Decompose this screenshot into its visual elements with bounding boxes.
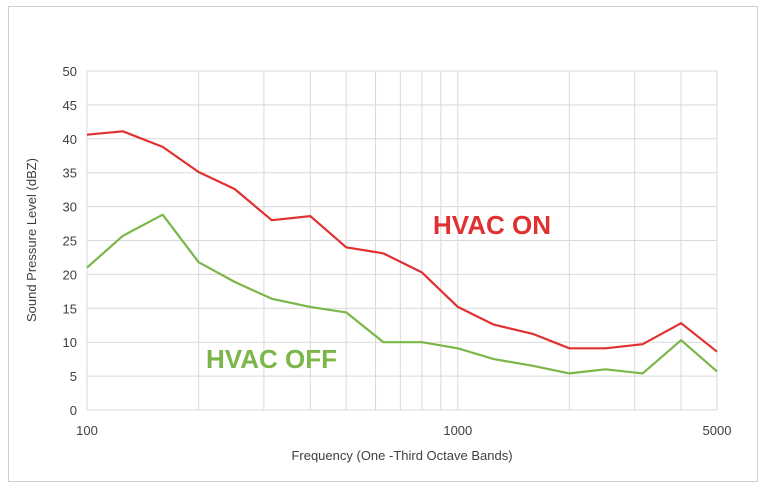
chart-frame [8,6,758,482]
x-tick-label: 5000 [703,423,732,438]
y-tick-label: 40 [63,132,77,147]
y-tick-label: 0 [70,403,77,418]
y-tick-label: 25 [63,234,77,249]
series-line-hvac-on [86,130,718,353]
y-axis-ticks: 0 5 10 15 20 25 30 35 40 45 50 [63,64,77,418]
series-label-hvac-on: HVAC ON [433,210,551,240]
y-tick-label: 10 [63,335,77,350]
x-tick-label: 100 [76,423,98,438]
y-tick-label: 5 [70,369,77,384]
grid-lines [86,70,718,411]
series-line-hvac-off [86,213,718,375]
x-axis-title: Frequency (One -Third Octave Bands) [291,448,512,463]
y-tick-label: 20 [63,267,77,282]
x-tick-label: 1000 [443,423,472,438]
x-axis-ticks: 100 1000 5000 [76,423,731,438]
y-tick-label: 15 [63,301,77,316]
y-tick-label: 30 [63,200,77,215]
y-axis-title: Sound Pressure Level (dBZ) [24,158,39,322]
series-lines [86,130,718,375]
series-labels: HVAC ON HVAC OFF [206,210,551,374]
y-tick-label: 50 [63,64,77,79]
series-label-hvac-off: HVAC OFF [206,344,337,374]
y-tick-label: 35 [63,166,77,181]
y-tick-label: 45 [63,98,77,113]
